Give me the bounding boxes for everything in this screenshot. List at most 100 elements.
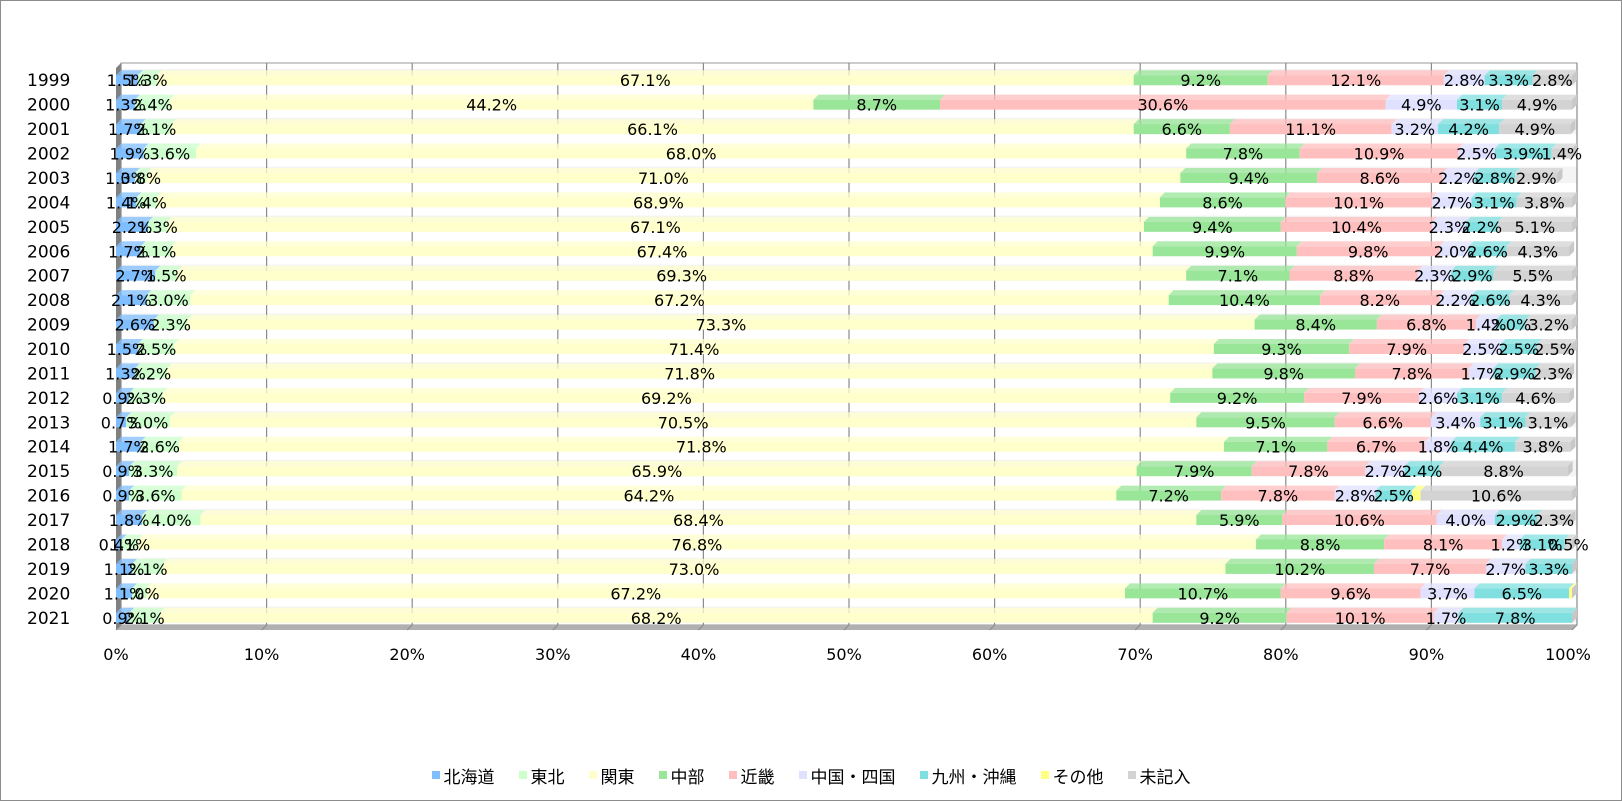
data-label: 4.6% xyxy=(1515,389,1556,408)
bar-segment-top xyxy=(1186,265,1295,271)
bar-segment-top xyxy=(1180,167,1323,173)
bar-segment-top xyxy=(166,363,1218,369)
bar-segment xyxy=(1537,515,1571,526)
bar-segment xyxy=(137,344,175,354)
data-label: 1.5% xyxy=(107,71,148,90)
data-label: 9.2% xyxy=(1217,389,1258,408)
legend-item: 中国・四国 xyxy=(798,763,896,788)
data-label: 4.4% xyxy=(1463,438,1504,457)
bar-segment xyxy=(1285,197,1433,208)
bar-segment xyxy=(1535,368,1570,379)
legend-swatch xyxy=(798,771,807,779)
data-label: 9.9% xyxy=(1204,242,1245,261)
y-tick-label: 2020 xyxy=(27,584,70,604)
bar-end-cap xyxy=(1572,339,1577,354)
bar-segment-top xyxy=(1327,436,1430,442)
data-label: 68.0% xyxy=(666,145,717,164)
bar-segment xyxy=(1432,197,1472,208)
data-label: 10.9% xyxy=(1354,145,1405,164)
bar-segment-top xyxy=(200,510,1202,516)
data-label: 1.3% xyxy=(105,364,146,383)
bar-segment-top xyxy=(1474,167,1521,173)
y-tick-label: 2000 xyxy=(27,96,70,116)
bar-segment-top xyxy=(129,387,168,393)
bar-segment-top xyxy=(1551,143,1577,149)
bar-segment xyxy=(140,441,179,452)
bar-segment xyxy=(1484,75,1533,86)
bar-segment xyxy=(1299,148,1459,159)
bar-segment xyxy=(1468,246,1507,257)
bar-segment-top xyxy=(1280,583,1426,589)
bar-segment xyxy=(1516,197,1572,208)
bar-segment-top xyxy=(1224,436,1333,442)
bar-segment xyxy=(1334,417,1431,428)
bar-segment xyxy=(1430,417,1481,428)
bar-segment-top xyxy=(1282,510,1442,516)
bar-segment xyxy=(116,221,149,232)
bar-segment xyxy=(1442,172,1475,183)
bar-segment-top xyxy=(1116,485,1227,491)
bar-segment xyxy=(129,490,182,501)
bar-end-cap xyxy=(1569,363,1575,379)
bar-segment-top xyxy=(148,216,172,222)
bar-end-cap xyxy=(1572,265,1577,281)
bar-segment xyxy=(116,75,138,86)
bar-segment xyxy=(1317,172,1443,183)
data-label: 7.9% xyxy=(1174,462,1215,481)
bar-segment-top xyxy=(116,485,135,491)
bar-segment xyxy=(1221,490,1335,501)
bar-segment-top xyxy=(155,265,183,271)
bar-segment xyxy=(126,417,170,428)
bar-segment xyxy=(1186,270,1290,281)
data-label: 3.2% xyxy=(1528,316,1569,335)
data-label: 2.3% xyxy=(1533,511,1574,530)
bar-segment xyxy=(146,295,191,306)
bar-segment-top xyxy=(137,339,180,344)
bar-segment-top xyxy=(1464,339,1506,344)
bar-segment-top xyxy=(1502,94,1577,100)
bar-segment xyxy=(813,99,941,110)
legend-swatch xyxy=(658,771,667,779)
bar-segment-top xyxy=(116,70,143,76)
data-label: 7.1% xyxy=(1255,438,1296,457)
bar-end-cap xyxy=(1570,436,1576,452)
x-tick-label: 20% xyxy=(389,645,425,664)
bar-segment-top xyxy=(1385,94,1462,100)
data-label: 4.0% xyxy=(1445,511,1486,530)
data-label: 4.9% xyxy=(1515,120,1556,139)
data-label: 2.2% xyxy=(1438,169,1479,188)
bar-segment xyxy=(156,197,1160,208)
bar-segment-top xyxy=(1254,314,1382,320)
bar-segment xyxy=(169,417,1197,428)
data-label: 9.4% xyxy=(1192,218,1233,237)
bar-segment xyxy=(116,319,154,330)
data-label: 1.0% xyxy=(119,584,160,603)
gridline-floor xyxy=(698,624,704,631)
y-tick-label: 2001 xyxy=(27,120,70,140)
bar-segment-top xyxy=(1474,583,1575,589)
bar-segment-top xyxy=(1152,241,1302,247)
bar-segment xyxy=(1196,515,1283,526)
bar-segment xyxy=(140,246,172,257)
bar-segment xyxy=(177,270,1187,281)
bar-segment-top xyxy=(1468,363,1499,369)
bar-segment-top xyxy=(1213,339,1355,344)
bar-segment-top xyxy=(143,143,202,149)
bar-segment xyxy=(155,270,178,281)
y-axis-labels: 1999 2000 2001 2002 2003 2004 2005 2006 2007 2008… xyxy=(27,71,70,629)
bar-segment xyxy=(116,441,141,452)
data-label: 2.8% xyxy=(1444,71,1485,90)
bar-segment-top xyxy=(140,436,184,442)
bar-segment xyxy=(134,99,170,110)
data-label: 2.2% xyxy=(1435,291,1476,310)
bar-segment-top xyxy=(181,485,1122,491)
bar-segment-top xyxy=(156,192,1165,198)
data-label: 7.9% xyxy=(1341,389,1382,408)
bar-segment-top xyxy=(1500,339,1543,344)
bar-segment-top xyxy=(1432,216,1471,222)
bar-segment-top xyxy=(1375,485,1417,491)
bar-segment-top xyxy=(1532,70,1577,76)
data-label: 7.8% xyxy=(1223,145,1264,164)
bar-segment-top xyxy=(1519,534,1570,540)
bar-segment xyxy=(196,148,1187,159)
